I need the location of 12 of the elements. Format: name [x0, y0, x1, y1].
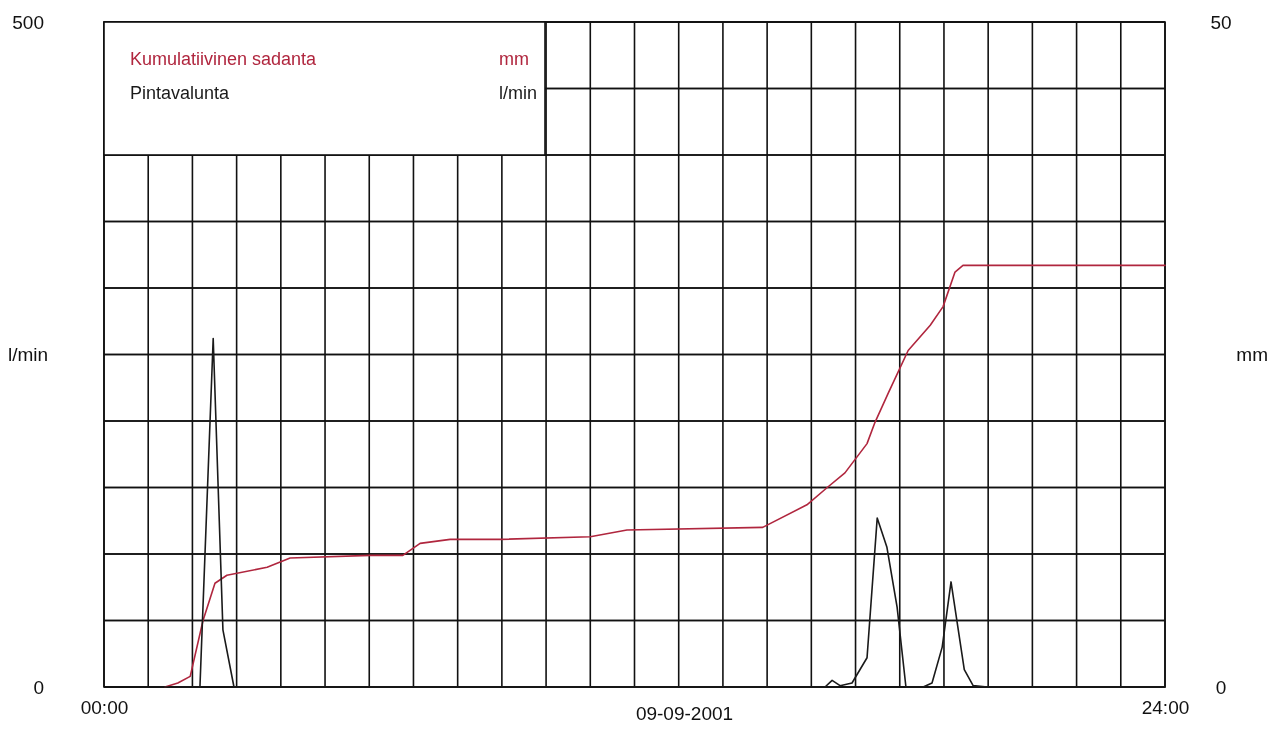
- y2-axis-title: mm: [1236, 344, 1268, 366]
- x-tick-label: 24:00: [1141, 697, 1190, 719]
- text: Kumulatiivinen sadanta: [130, 49, 318, 69]
- y-axis-title: l/min: [8, 344, 49, 366]
- annotation: l/min: [499, 83, 538, 103]
- y2-tick-label: 50: [1210, 11, 1232, 33]
- x-axis-title: 09-09-2001: [635, 703, 734, 724]
- annotation: mm: [499, 49, 529, 69]
- y2-tick-label: 0: [1215, 676, 1227, 698]
- x-tick-label: 00:00: [80, 697, 129, 719]
- text: Pintavalunta: [130, 83, 231, 103]
- y-tick-label: 500: [12, 11, 44, 33]
